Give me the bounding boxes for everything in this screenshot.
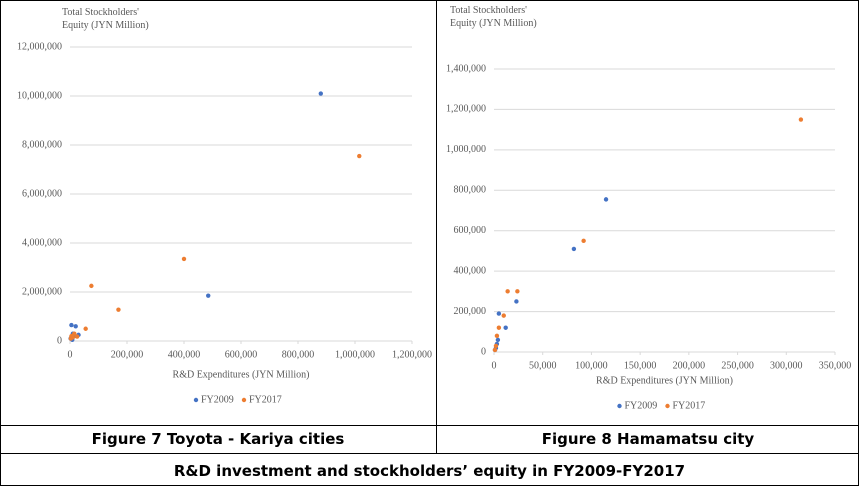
legend-label: FY2017 <box>673 400 706 411</box>
point <box>116 307 121 312</box>
y-tick-label: 10,000,000 <box>17 90 62 101</box>
y-tick-label: 0 <box>57 335 62 346</box>
x-tick-label: 150,000 <box>624 360 657 371</box>
legend-label: FY2009 <box>625 400 658 411</box>
point <box>181 256 187 262</box>
point <box>514 299 519 304</box>
point <box>492 347 498 353</box>
y-tick-label: 1,200,000 <box>446 104 486 115</box>
border <box>436 0 437 453</box>
y-tick-label: 1,400,000 <box>446 63 486 74</box>
point <box>357 153 362 159</box>
y-tick-label: 1,000,000 <box>446 144 486 155</box>
x-tick-label: 600,000 <box>225 349 258 360</box>
legend-label: FY2009 <box>201 394 234 405</box>
point <box>496 311 502 316</box>
point <box>69 322 74 328</box>
x-tick-label: 300,000 <box>770 360 803 371</box>
border <box>0 0 859 1</box>
legend-marker <box>193 397 199 403</box>
y-tick-label: 2,000,000 <box>22 286 62 297</box>
point <box>571 246 577 252</box>
y-tick-label: 200,000 <box>454 306 487 317</box>
point <box>493 343 499 349</box>
y-tick-label: 8,000,000 <box>22 139 62 150</box>
x-tick-label: 350,000 <box>819 360 852 371</box>
point <box>503 325 508 330</box>
x-tick-label: 50,000 <box>529 360 557 371</box>
point <box>798 117 804 122</box>
point <box>70 335 76 340</box>
point <box>496 325 502 330</box>
y-axis-label: Total Stockholders' Equity (JYN Million) <box>450 5 537 29</box>
x-tick-label: 400,000 <box>168 349 201 360</box>
x-tick-label: 0 <box>492 360 497 371</box>
legend-marker <box>241 397 247 403</box>
y-tick-label: 800,000 <box>454 185 487 196</box>
x-tick-label: 250,000 <box>721 360 754 371</box>
y-tick-label: 12,000,000 <box>17 41 62 52</box>
legend-marker <box>665 403 670 409</box>
border <box>0 0 1 486</box>
point <box>206 293 211 298</box>
chart: 0 200,000 400,000 600,000 800,000 1,000,000 1,… <box>446 63 852 411</box>
x-axis-label: R&D Expenditures (JYN Million) <box>173 369 310 380</box>
point <box>73 324 78 329</box>
y-axis-label: Total Stockholders' Equity (JYN Million) <box>62 7 149 31</box>
x-tick-label: 1,200,000 <box>392 349 432 360</box>
x-tick-label: 200,000 <box>673 360 706 371</box>
legend-label: FY2017 <box>249 394 282 405</box>
point <box>505 289 510 294</box>
x-tick-label: 200,000 <box>111 349 144 360</box>
point <box>501 313 506 318</box>
y-tick-label: 600,000 <box>454 225 487 236</box>
table-caption: R&D investment and stockholders’ equity … <box>173 462 686 480</box>
y-tick-label: 6,000,000 <box>22 188 62 199</box>
y-tick-label: 400,000 <box>454 265 487 276</box>
x-tick-label: 100,000 <box>575 360 608 371</box>
x-tick-label: 1,000,000 <box>335 349 375 360</box>
x-axis-label: R&D Expenditures (JYN Million) <box>596 375 733 386</box>
x-tick-label: 800,000 <box>282 349 315 360</box>
point <box>89 283 94 289</box>
x-tick-label: 0 <box>68 349 73 360</box>
point <box>495 337 501 343</box>
point <box>74 334 80 339</box>
point <box>72 331 77 336</box>
point <box>318 91 323 96</box>
point <box>603 197 609 202</box>
legend-marker <box>617 403 622 409</box>
figure-caption: Figure 7 Toyota - Kariya cities <box>91 430 345 448</box>
point <box>581 238 586 244</box>
figure-caption: Figure 8 Hamamatsu city <box>541 430 755 448</box>
point <box>494 333 500 339</box>
point <box>515 289 520 294</box>
y-tick-label: 4,000,000 <box>22 237 62 248</box>
point <box>83 326 88 331</box>
chart: 0 2,000,000 4,000,000 6,000,000 8,000,000 10,… <box>17 41 432 405</box>
y-tick-label: 0 <box>481 346 486 357</box>
border <box>0 453 859 454</box>
border <box>0 425 859 426</box>
